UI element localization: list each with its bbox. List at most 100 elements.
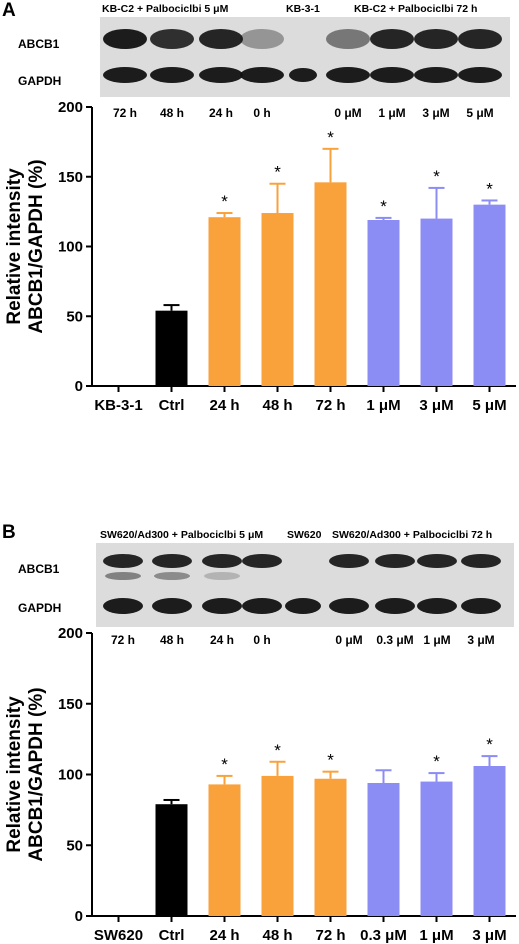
x-tick-label: Ctrl	[159, 927, 185, 944]
blot-lane-label: 24 h	[209, 633, 234, 647]
y-tick-label: 100	[58, 239, 83, 256]
x-tick-label: 3 μM	[472, 927, 506, 944]
blot-lane-label: 0 μM	[335, 633, 363, 647]
blot-row-label-gapdh: GAPDH	[18, 601, 62, 615]
abcb1-band	[202, 554, 242, 568]
blot-bands	[103, 29, 502, 83]
faint-band	[105, 572, 141, 580]
significance-marker: *	[380, 197, 387, 216]
y-tick-label: 150	[58, 696, 83, 713]
abcb1-band	[370, 29, 414, 49]
bar	[420, 218, 453, 386]
bar	[367, 219, 400, 386]
gapdh-band	[242, 598, 282, 614]
blot-header-treatment-time: SW620/Ad300 + Palbociclbi 5 μM	[100, 529, 264, 541]
bar	[155, 310, 188, 386]
abcb1-band	[461, 554, 501, 568]
gapdh-band	[326, 67, 370, 83]
bar	[473, 204, 506, 386]
bar	[314, 182, 347, 386]
x-tick-label: 48 h	[262, 397, 292, 414]
blot-header-parental: SW620	[287, 529, 322, 541]
x-tick-label: 0.3 μM	[360, 927, 407, 944]
gapdh-band	[240, 67, 284, 83]
x-tick-label: 24 h	[209, 927, 239, 944]
y-axis-label: Relative intensity	[4, 696, 25, 853]
abcb1-band	[152, 554, 192, 568]
blot-lane-label: 24 h	[208, 106, 233, 120]
panel-letter: B	[2, 522, 16, 543]
significance-marker: *	[327, 751, 334, 770]
bar-chart: 0 50 100 150 200 Relative intensity ABCB1/GAPD…	[4, 99, 516, 414]
blot-lane-label: 0 h	[253, 106, 271, 120]
blot-lane-label: 48 h	[159, 106, 184, 120]
x-tick-label: 72 h	[315, 927, 345, 944]
bar	[208, 784, 241, 916]
significance-marker: *	[486, 735, 493, 754]
western-blot-image	[96, 543, 514, 627]
y-tick-label: 0	[75, 378, 83, 395]
abcb1-band	[103, 29, 147, 49]
y-tick-label: 50	[66, 308, 83, 325]
blot-row-label-abcb1: ABCB1	[18, 562, 60, 576]
blot-lane-label: 3 μM	[467, 633, 495, 647]
abcb1-band	[414, 29, 458, 49]
blot-row-label-gapdh: GAPDH	[18, 74, 62, 88]
y-axis-label: ABCB1/GAPDH (%)	[26, 159, 47, 333]
y-axis-label: Relative intensity	[4, 168, 25, 325]
faint-band	[154, 572, 190, 580]
blot-lane-label: 72 h	[112, 106, 137, 120]
bar	[314, 778, 347, 916]
x-tick-label: SW620	[94, 927, 143, 944]
gapdh-band	[461, 598, 501, 614]
abcb1-band	[242, 554, 282, 568]
bar	[155, 804, 188, 916]
bar	[473, 766, 506, 916]
gapdh-band	[414, 67, 458, 83]
significance-marker: *	[327, 128, 334, 147]
x-tick-label: Ctrl	[159, 397, 185, 414]
abcb1-band	[375, 554, 415, 568]
abcb1-band	[326, 29, 370, 49]
abcb1-band	[329, 554, 369, 568]
bar	[420, 781, 453, 916]
x-tick-label: 1 μM	[366, 397, 400, 414]
gapdh-band	[285, 598, 321, 614]
panel-letter: A	[2, 0, 16, 21]
bar	[367, 782, 400, 916]
x-tick-label: 5 μM	[472, 397, 506, 414]
blot-header-treatment-dose: SW620/Ad300 + Palbociclbi 72 h	[332, 529, 493, 541]
gapdh-band	[202, 598, 242, 614]
y-tick-label: 100	[58, 767, 83, 784]
x-tick-label: KB-3-1	[94, 397, 142, 414]
x-tick-label: 72 h	[315, 397, 345, 414]
x-tick-label: 3 μM	[419, 397, 453, 414]
gapdh-band	[370, 67, 414, 83]
panel-b: B SW620/Ad300 + Palbociclbi 5 μM SW620 S…	[0, 472, 519, 944]
bar	[208, 217, 241, 386]
blot-header-parental: KB-3-1	[286, 3, 320, 15]
gapdh-band	[375, 598, 415, 614]
y-axis-label: ABCB1/GAPDH (%)	[26, 687, 47, 861]
bar	[261, 775, 294, 916]
gapdh-band	[458, 67, 502, 83]
y-tick-label: 50	[66, 837, 83, 854]
gapdh-band	[150, 67, 194, 83]
y-tick-label: 150	[58, 169, 83, 186]
blot-header-treatment-time: KB-C2 + Palbociclbi 5 μM	[102, 3, 229, 15]
x-tick-label: 24 h	[209, 397, 239, 414]
gapdh-band	[103, 67, 147, 83]
significance-marker: *	[274, 741, 281, 760]
blot-lane-label: 0 μM	[334, 106, 362, 120]
blot-lane-label: 1 μM	[423, 633, 451, 647]
y-tick-label: 200	[58, 625, 83, 642]
gapdh-band	[152, 598, 192, 614]
x-tick-label: 48 h	[262, 927, 292, 944]
gapdh-band	[329, 598, 369, 614]
abcb1-band	[103, 554, 143, 568]
blot-lane-label: 72 h	[110, 633, 135, 647]
blot-lane-label: 48 h	[159, 633, 184, 647]
abcb1-band	[240, 29, 284, 49]
faint-band	[204, 572, 240, 580]
blot-lane-label: 1 μM	[378, 106, 406, 120]
